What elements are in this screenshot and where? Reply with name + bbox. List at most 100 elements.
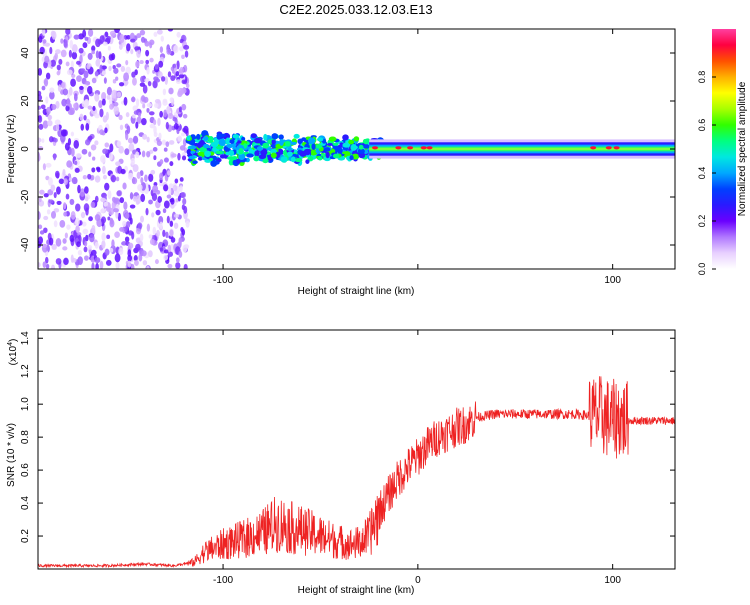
heatmap-cell <box>135 121 139 129</box>
heatmap-cell <box>42 163 47 171</box>
heatmap-cell <box>83 114 87 121</box>
heatmap-cell <box>55 100 60 109</box>
heatmap-cell <box>60 129 67 137</box>
snr-y-axis-label: SNR (10 * v/v) <box>6 423 17 487</box>
heatmap-cell <box>263 133 268 141</box>
heatmap-cell <box>136 171 141 179</box>
colorbar-tick-label: 0.2 <box>697 215 707 228</box>
heatmap-cell <box>218 139 226 146</box>
heatmap-cell <box>94 113 100 119</box>
heatmap-cell <box>139 82 146 87</box>
heatmap-cell <box>66 160 73 168</box>
heatmap-cell <box>115 161 121 167</box>
heatmap-cell <box>80 68 86 73</box>
heatmap-cell <box>118 114 123 121</box>
heatmap-cell <box>123 72 130 82</box>
heatmap-cell <box>169 220 174 227</box>
heatmap-cell <box>91 167 96 173</box>
heatmap-cell <box>285 141 291 147</box>
heatmap-cell <box>119 226 125 232</box>
heatmap-cell <box>55 238 62 247</box>
heatmap-cell <box>168 140 175 145</box>
heatmap-cell <box>166 106 171 114</box>
heatmap-cell <box>266 147 272 151</box>
heatmap-cell <box>176 257 180 264</box>
heatmap-cell <box>120 65 126 72</box>
heatmap-cell <box>39 230 45 235</box>
heatmap-cell <box>146 150 151 158</box>
heatmap-cell <box>152 226 157 236</box>
heatmap-cell <box>118 44 123 50</box>
heatmap-cell <box>51 103 57 110</box>
heatmap-cell <box>164 76 168 85</box>
heatmap-cell <box>124 236 130 243</box>
heatmap-cell <box>342 151 351 155</box>
heatmap-cell <box>136 98 140 107</box>
heatmap-cell <box>357 148 365 154</box>
heatmap-cell <box>43 215 49 221</box>
heatmap-cell <box>115 176 120 182</box>
heatmap-cell <box>110 174 117 183</box>
heatmap-cell <box>119 34 125 44</box>
heatmap-cell <box>38 137 42 143</box>
heatmap-cell <box>53 208 60 213</box>
heatmap-cell <box>146 66 150 75</box>
heatmap-cell <box>84 98 90 107</box>
heatmap-cell <box>142 84 148 94</box>
heatmap-cell <box>140 177 144 184</box>
heatmap-cell <box>134 46 141 51</box>
heatmap-cell <box>209 157 214 161</box>
heatmap-cell <box>61 82 66 89</box>
heatmap-cell <box>258 154 267 160</box>
heatmap-cell <box>290 156 296 163</box>
heatmap-cell <box>179 46 184 52</box>
heatmap-cell <box>54 119 61 126</box>
heatmap-cell <box>149 57 154 63</box>
heatmap-cell <box>49 91 55 100</box>
heatmap-cell <box>38 262 41 268</box>
heatmap-cell <box>149 149 154 154</box>
heatmap-cell <box>179 145 186 151</box>
heatmap-cell <box>167 244 171 253</box>
heatmap-cell <box>175 71 180 77</box>
heatmap-cell <box>53 220 58 228</box>
heatmap-cell <box>166 48 172 55</box>
heatmap-cell <box>38 236 44 245</box>
heatmap-cell <box>210 160 218 167</box>
heatmap-cell <box>179 185 183 193</box>
heatmap-cell <box>271 133 279 140</box>
heatmap-cell <box>299 150 307 157</box>
heatmap-cell <box>109 97 113 105</box>
heatmap-cell <box>99 35 105 44</box>
heatmap-cell <box>138 253 143 262</box>
heatmap-cell <box>181 54 185 60</box>
heatmap-cell <box>87 245 93 250</box>
heatmap-cell <box>45 72 51 80</box>
heatmap-cell <box>150 169 156 175</box>
heatmap-cell <box>59 219 66 228</box>
heatmap-cell <box>353 136 360 142</box>
heatmap-cell <box>135 199 140 205</box>
snr-multiplier-base: (x10 <box>8 345 19 365</box>
heatmap-cell <box>100 208 105 214</box>
heatmap-cell <box>74 160 78 165</box>
heatmap-cell <box>123 96 128 106</box>
heatmap-cell <box>183 125 189 134</box>
heatmap-cell <box>38 152 41 162</box>
heatmap-cell <box>63 178 68 185</box>
heatmap-cell <box>73 34 80 40</box>
heatmap-cell <box>183 44 190 50</box>
snr-frame <box>37 329 676 570</box>
heatmap-cell <box>84 255 89 261</box>
heatmap-cell <box>173 213 180 218</box>
heatmap-cell <box>190 150 196 154</box>
heatmap-cell <box>85 234 89 242</box>
heatmap-peak-spot <box>372 146 379 150</box>
heatmap-cell <box>70 60 74 70</box>
heatmap-cell <box>196 133 201 140</box>
heatmap-cell <box>45 175 50 181</box>
heatmap-cell <box>108 54 114 61</box>
heatmap-cell <box>179 66 184 75</box>
heatmap-cell <box>181 103 187 111</box>
heatmap-cell <box>101 65 107 70</box>
